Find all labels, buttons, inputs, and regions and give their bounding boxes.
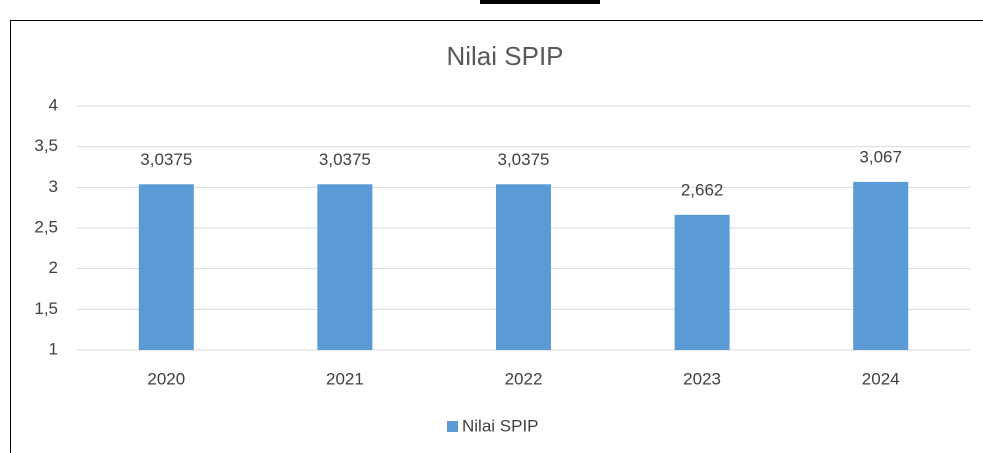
- y-tick-label: 3,5: [34, 136, 58, 155]
- cropped-fragment: [480, 0, 600, 4]
- chart-frame: [10, 20, 983, 453]
- y-tick-label: 3: [49, 177, 58, 196]
- x-tick-label: 2020: [147, 369, 185, 388]
- y-tick-label: 2: [49, 258, 58, 277]
- x-tick-label: 2021: [326, 369, 364, 388]
- x-tick-label: 2024: [862, 369, 900, 388]
- data-label: 3,0375: [140, 150, 192, 169]
- x-tick-label: 2023: [683, 369, 721, 388]
- y-tick-label: 1: [49, 339, 58, 358]
- bar: [496, 184, 551, 350]
- bar: [853, 181, 909, 350]
- y-tick-label: 1,5: [34, 299, 58, 318]
- data-label: 3,0375: [319, 150, 371, 169]
- bar: [674, 214, 730, 350]
- legend-label: Nilai SPIP: [462, 416, 539, 435]
- y-tick-label: 2,5: [34, 217, 58, 236]
- chart-title: Nilai SPIP: [446, 41, 563, 71]
- legend-swatch: [447, 421, 458, 432]
- y-tick-label: 4: [49, 95, 58, 114]
- data-label: 3,067: [859, 147, 902, 166]
- x-tick-label: 2022: [505, 369, 543, 388]
- bar: [317, 184, 373, 350]
- data-label: 2,662: [681, 180, 724, 199]
- data-label: 3,0375: [498, 150, 550, 169]
- bar: [138, 184, 194, 350]
